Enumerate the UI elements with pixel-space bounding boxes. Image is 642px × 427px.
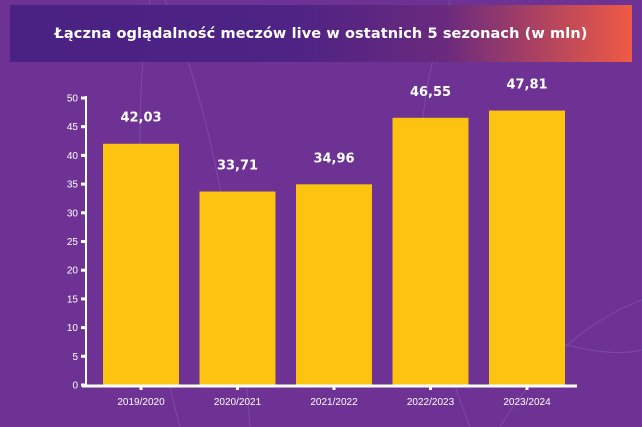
y-tick-label: 30 — [67, 208, 79, 219]
y-tick-label: 20 — [67, 266, 79, 277]
value-label: 34,96 — [313, 151, 354, 166]
x-tick-label: 2023/2024 — [503, 397, 551, 408]
y-tick-label: 40 — [67, 151, 79, 162]
y-tick-label: 45 — [67, 122, 79, 133]
value-label: 33,71 — [217, 159, 258, 174]
x-tick-label: 2022/2023 — [407, 397, 455, 408]
y-tick-label: 10 — [67, 323, 79, 334]
bar-2019-2020 — [103, 143, 179, 385]
y-tick-label: 0 — [72, 381, 78, 392]
value-label: 46,55 — [410, 85, 451, 100]
bar-2023-2024 — [489, 110, 565, 385]
value-label: 47,81 — [506, 78, 547, 93]
bar-2022-2023 — [392, 117, 469, 385]
bar-2020-2021 — [199, 191, 276, 385]
y-tick-label: 50 — [67, 94, 79, 105]
bar-2021-2022 — [296, 184, 372, 385]
value-label: 42,03 — [120, 111, 161, 126]
y-tick-label: 5 — [72, 352, 78, 363]
x-tick-label: 2019/2020 — [117, 397, 165, 408]
y-tick-label: 35 — [67, 180, 79, 191]
chart-title: Łączna oglądalność meczów live w ostatni… — [54, 25, 588, 42]
y-tick-label: 25 — [67, 237, 79, 248]
y-tick-label: 15 — [67, 294, 79, 305]
title-bar: Łączna oglądalność meczów live w ostatni… — [10, 5, 632, 62]
x-tick-label: 2020/2021 — [214, 397, 262, 408]
x-tick-label: 2021/2022 — [310, 397, 358, 408]
